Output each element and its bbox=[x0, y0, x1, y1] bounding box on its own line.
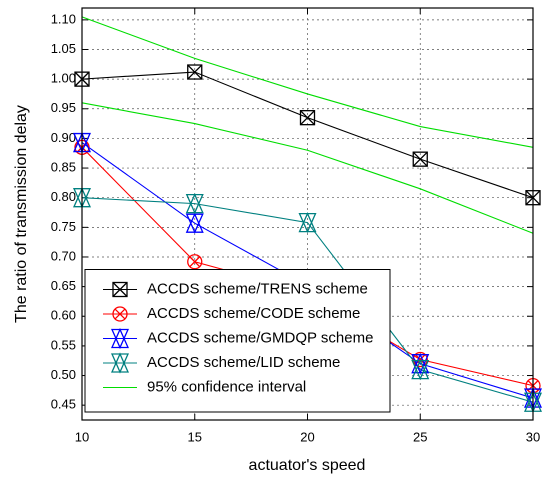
x-tick-label: 25 bbox=[413, 429, 427, 444]
marker-square bbox=[187, 64, 203, 80]
legend-box bbox=[84, 269, 391, 413]
marker-cross bbox=[189, 256, 201, 268]
marker bbox=[110, 327, 130, 350]
marker-cross bbox=[112, 282, 128, 297]
y-tick-label: 0.50 bbox=[51, 367, 76, 382]
y-tick-label: 0.65 bbox=[51, 278, 76, 293]
marker-square bbox=[412, 151, 428, 167]
marker bbox=[299, 110, 316, 126]
marker bbox=[187, 254, 203, 270]
y-tick-label: 1.05 bbox=[51, 41, 76, 56]
y-tick-label: 0.80 bbox=[51, 189, 76, 204]
marker bbox=[110, 352, 130, 374]
marker bbox=[412, 151, 428, 167]
marker bbox=[298, 211, 317, 234]
x-tick-label: 30 bbox=[526, 429, 540, 444]
marker-square bbox=[112, 281, 128, 298]
marker-star bbox=[411, 353, 430, 375]
y-tick-label: 0.55 bbox=[51, 337, 76, 352]
marker-circle bbox=[112, 306, 128, 322]
legend: ACCDS scheme/TRENS scheme ACCDS scheme/CO… bbox=[84, 269, 391, 413]
y-tick-label: 1.00 bbox=[51, 71, 76, 86]
x-tick-label: 10 bbox=[75, 429, 89, 444]
y-axis-label: The ratio of transmission delay bbox=[13, 105, 30, 323]
y-tick-label: 0.95 bbox=[51, 100, 76, 115]
marker bbox=[187, 64, 203, 80]
marker-cross bbox=[187, 64, 203, 80]
legend-label: ACCDS scheme/TRENS scheme bbox=[147, 280, 368, 297]
marker-square bbox=[299, 110, 316, 126]
marker-cross bbox=[412, 151, 428, 167]
marker-star bbox=[185, 193, 204, 215]
y-tick-label: 0.45 bbox=[51, 397, 76, 412]
marker-star bbox=[110, 327, 130, 350]
y-tick-label: 1.10 bbox=[51, 11, 76, 26]
y-tick-label: 0.75 bbox=[51, 219, 76, 234]
marker-star bbox=[411, 359, 430, 381]
marker-circle bbox=[187, 254, 203, 270]
marker bbox=[411, 353, 430, 375]
series-line bbox=[81, 16, 534, 148]
marker bbox=[112, 306, 128, 322]
series-line bbox=[81, 102, 534, 234]
marker-circle bbox=[412, 351, 428, 368]
marker-cross bbox=[114, 308, 126, 320]
marker bbox=[185, 193, 204, 215]
marker-star bbox=[110, 352, 130, 374]
y-tick-label: 0.85 bbox=[51, 159, 76, 174]
marker bbox=[112, 281, 128, 298]
marker bbox=[411, 359, 430, 381]
x-tick-label: 15 bbox=[188, 429, 202, 444]
plot-frame bbox=[81, 7, 534, 421]
legend-label: ACCDS scheme/GMDQP scheme bbox=[147, 329, 373, 346]
marker-cross bbox=[300, 110, 315, 126]
x-tick-label: 20 bbox=[300, 429, 314, 444]
legend-label: ACCDS scheme/CODE scheme bbox=[147, 305, 360, 322]
y-tick-label: 0.90 bbox=[51, 130, 76, 145]
legend-label: 95% confidence interval bbox=[147, 378, 306, 395]
y-tick-label: 0.70 bbox=[51, 248, 76, 263]
legend-label: ACCDS scheme/LID scheme bbox=[147, 354, 340, 371]
y-tick-label: 0.60 bbox=[51, 308, 76, 323]
x-axis-label: actuator's speed bbox=[249, 457, 366, 474]
marker-star bbox=[298, 211, 317, 234]
series-line bbox=[81, 197, 534, 403]
